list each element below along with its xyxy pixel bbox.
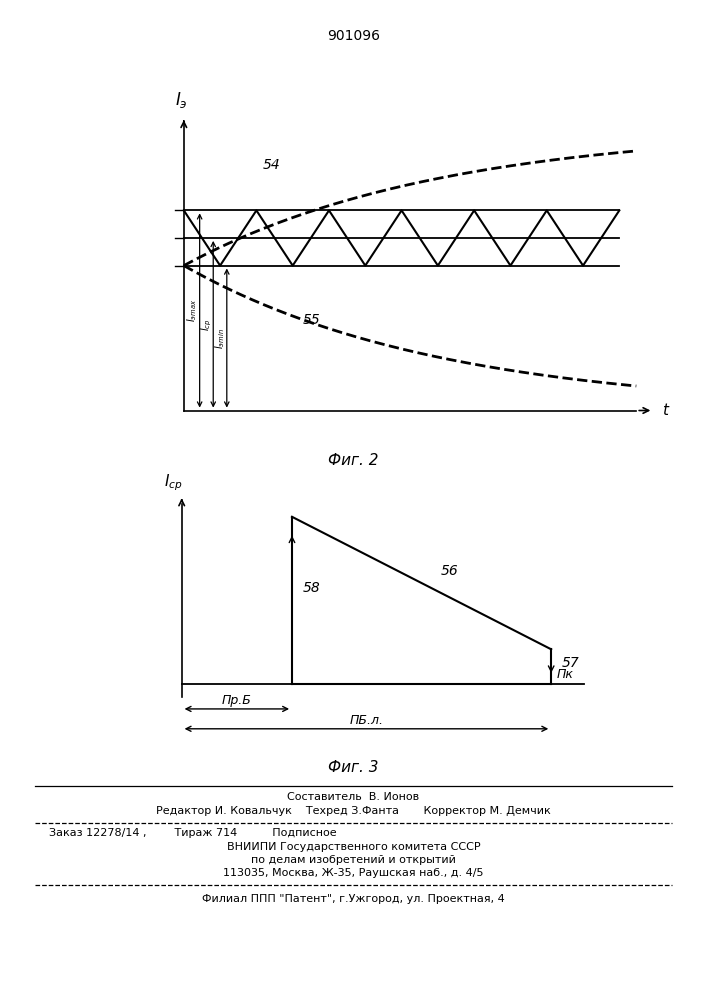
Text: $I_{ср}$: $I_{ср}$ [199,318,214,331]
Text: ВНИИПИ Государственного комитета СССР: ВНИИПИ Государственного комитета СССР [227,842,480,852]
Text: Пр.Б: Пр.Б [222,694,252,707]
Text: 56: 56 [441,564,459,578]
Text: Фиг. 2: Фиг. 2 [328,453,379,468]
Text: ПБ.л.: ПБ.л. [349,714,383,726]
Text: 58: 58 [303,581,321,595]
Text: по делам изобретений и открытий: по делам изобретений и открытий [251,855,456,865]
Text: 55: 55 [303,313,320,327]
Text: $I_{эmax}$: $I_{эmax}$ [185,299,199,322]
Text: Филиал ППП "Патент", г.Ужгород, ул. Проектная, 4: Филиал ППП "Патент", г.Ужгород, ул. Прое… [202,894,505,904]
Text: 901096: 901096 [327,29,380,43]
Text: t: t [662,403,667,418]
Text: 54: 54 [263,158,281,172]
Text: 113035, Москва, Ж-35, Раушская наб., д. 4/5: 113035, Москва, Ж-35, Раушская наб., д. … [223,868,484,878]
Text: Редактор И. Ковальчук    Техред З.Фанта       Корректор М. Демчик: Редактор И. Ковальчук Техред З.Фанта Кор… [156,806,551,816]
Text: $I_{cp}$: $I_{cp}$ [164,472,182,493]
Text: Фиг. 3: Фиг. 3 [328,760,379,775]
Text: 57: 57 [562,656,580,670]
Text: Пк: Пк [556,668,573,681]
Text: $I_{эmin}$: $I_{эmin}$ [213,328,227,349]
Text: Заказ 12278/14 ,        Тираж 714          Подписное: Заказ 12278/14 , Тираж 714 Подписное [49,828,337,838]
Text: Составитель  В. Ионов: Составитель В. Ионов [288,792,419,802]
Text: $I_э$: $I_э$ [175,90,187,110]
